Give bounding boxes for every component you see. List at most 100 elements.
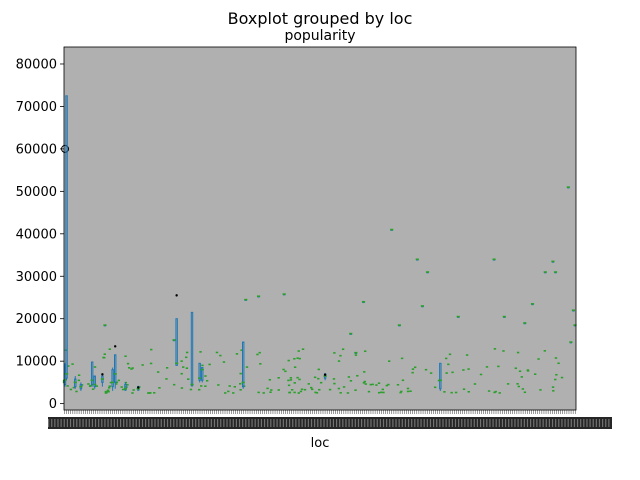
x-tick-label-gap (148, 419, 150, 427)
x-tick-label-gap (235, 419, 237, 427)
y-tick-label: 30000 (16, 270, 57, 285)
box-body (190, 311, 194, 387)
x-tick-label-gap (145, 419, 147, 427)
y-tick-label: 40000 (16, 227, 57, 242)
x-tick-label-gap (504, 419, 507, 427)
x-tick-label-gap (335, 419, 338, 427)
x-tick-label-gap (589, 419, 591, 427)
x-tick-label-gap (279, 419, 281, 427)
x-tick-label-gap (586, 419, 588, 427)
x-tick-label-gap (404, 419, 407, 427)
x-tick-label-gap (276, 419, 278, 427)
x-tick-label-gap (414, 419, 416, 427)
x-tick-label-gap (442, 419, 444, 427)
x-tick-label-gap (564, 419, 566, 427)
box-body (65, 95, 68, 379)
x-tick-label-gap (289, 419, 291, 427)
x-tick-label-gap (48, 419, 50, 427)
x-tick-label-gap (411, 419, 413, 427)
x-tick-label-gap (458, 419, 460, 427)
box-body (90, 361, 94, 386)
x-tick-label-gap (376, 419, 378, 427)
x-tick-label-gap (166, 419, 169, 427)
x-tick-label-gap (558, 419, 560, 427)
x-tick-label-gap (282, 419, 284, 427)
y-tick-label: 50000 (16, 185, 57, 200)
x-tick-label-gap (426, 419, 428, 427)
x-tick-label-gap (417, 419, 419, 427)
x-tick-label-gap (207, 419, 209, 427)
x-tick-label-gap (598, 419, 601, 427)
x-tick-label-gap (567, 419, 569, 427)
x-tick-label-gap (476, 419, 479, 427)
x-tick-label-gap (248, 419, 250, 427)
x-tick-label-gap (461, 419, 463, 427)
x-tick-label-gap (523, 419, 525, 427)
box-outlier (175, 294, 178, 297)
x-tick-label-gap (467, 419, 469, 427)
x-tick-label-gap (551, 419, 554, 427)
x-tick-label-gap (213, 419, 216, 427)
x-tick-label-gap (470, 419, 472, 427)
box-body (124, 384, 127, 391)
x-tick-label-gap (273, 419, 275, 427)
x-tick-label-gap (429, 419, 432, 427)
x-tick-label-gap (483, 419, 485, 427)
chart-subtitle: popularity (284, 28, 355, 44)
box-outlier (114, 345, 117, 348)
box-outlier (323, 373, 327, 376)
box-body (198, 362, 201, 381)
x-tick-label-gap (548, 419, 550, 427)
box-body (114, 354, 117, 383)
x-tick-label-gap (198, 419, 200, 427)
x-tick-label-gap (395, 419, 397, 427)
x-tick-label-gap (260, 419, 263, 427)
x-tick-label-gap (132, 419, 134, 427)
x-tick-label-gap (492, 419, 494, 427)
x-tick-label-gap (526, 419, 529, 427)
x-tick-label-gap (401, 419, 403, 427)
x-tick-label-gap (66, 419, 68, 427)
x-tick-label-gap (573, 419, 576, 427)
x-tick-label-gap (170, 419, 172, 427)
x-tick-label-gap (157, 419, 159, 427)
x-tick-label-gap (576, 419, 579, 427)
box-body (175, 318, 178, 366)
x-tick-label-gap (129, 419, 131, 427)
x-tick-label-gap (373, 419, 375, 427)
x-tick-label-gap (226, 419, 228, 427)
x-tick-label-gap (292, 419, 294, 427)
y-tick-label: 20000 (16, 312, 57, 327)
x-tick-label-gap (436, 419, 438, 427)
x-tick-label-gap (123, 419, 125, 427)
x-tick-label-gap (454, 419, 457, 427)
x-tick-label-gap (533, 419, 535, 427)
x-tick-label-gap (223, 419, 225, 427)
x-tick-label-gap (57, 419, 59, 427)
x-tick-label-gap (307, 419, 309, 427)
x-tick-label-gap (602, 419, 604, 427)
x-tick-label-gap (329, 419, 331, 427)
x-tick-label-gap (489, 419, 491, 427)
x-tick-label-gap (570, 419, 572, 427)
x-tick-label-gap (182, 419, 184, 427)
y-tick-label: 70000 (16, 100, 57, 115)
x-tick-label-gap (304, 419, 306, 427)
x-tick-label-gap (486, 419, 488, 427)
x-tick-label-gap (508, 419, 510, 427)
x-tick-label-gap (163, 419, 166, 427)
x-tick-label-gap (592, 419, 594, 427)
x-tick-label-gap (232, 419, 234, 427)
median-markers (62, 348, 564, 394)
box-body (201, 367, 204, 381)
x-tick-label-gap (595, 419, 597, 427)
x-tick-label-gap (107, 419, 109, 427)
x-tick-label-gap (451, 419, 453, 427)
x-tick-label-gap (185, 419, 187, 427)
x-tick-label-gap (138, 419, 140, 427)
x-tick-label-gap (73, 419, 75, 427)
x-tick-label-gap (116, 419, 119, 427)
chart-title: Boxplot grouped by loc (228, 9, 413, 28)
x-tick-label-gap (191, 419, 194, 427)
